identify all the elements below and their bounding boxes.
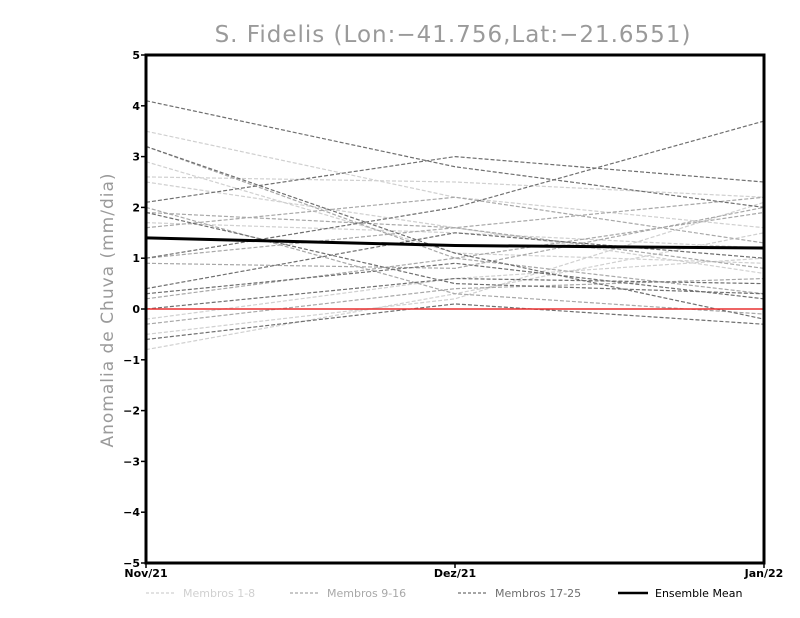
member-line-g2-5 bbox=[145, 206, 765, 315]
legend-label: Ensemble Mean bbox=[655, 587, 742, 600]
x-tick-label: Dez/21 bbox=[434, 567, 476, 580]
member-line-g2-6 bbox=[145, 227, 765, 269]
y-tick-label: −4 bbox=[123, 506, 140, 519]
y-tick-label: −3 bbox=[123, 455, 140, 468]
y-tick-label: 2 bbox=[132, 201, 140, 214]
legend: Membros 1-8 Membros 9-16 Membros 17-25 Ense… bbox=[146, 587, 742, 600]
member-line-g2-1 bbox=[145, 145, 765, 295]
y-tick-label: 3 bbox=[132, 151, 140, 164]
y-tick-label: 4 bbox=[132, 100, 140, 113]
member-line-g3-4 bbox=[145, 145, 765, 320]
ensemble-mean-line bbox=[145, 236, 765, 250]
legend-entry: Membros 17-25 bbox=[458, 587, 581, 600]
ensemble-mean-layer bbox=[145, 236, 765, 250]
legend-label: Membros 9-16 bbox=[327, 587, 406, 600]
member-line-g3-1 bbox=[145, 100, 765, 208]
y-tick-label: 5 bbox=[132, 49, 140, 62]
member-line-g2-7 bbox=[145, 277, 765, 325]
member-line-g1-2 bbox=[145, 176, 765, 198]
y-axis-label: Anomalia de Chuva (mm/dia) bbox=[98, 172, 118, 447]
member-line-g1-8 bbox=[145, 257, 765, 320]
legend-entry: Membros 9-16 bbox=[290, 587, 406, 600]
legend-entry: Membros 1-8 bbox=[146, 587, 255, 600]
member-line-g3-7 bbox=[145, 262, 765, 300]
member-line-g2-4 bbox=[145, 211, 765, 300]
member-line-g3-5 bbox=[145, 232, 765, 290]
y-tick-label: 0 bbox=[132, 303, 140, 316]
legend-label: Membros 1-8 bbox=[183, 587, 255, 600]
y-tick-label: 1 bbox=[132, 252, 140, 265]
member-line-g1-1 bbox=[145, 130, 765, 229]
member-line-g2-8 bbox=[145, 196, 765, 229]
y-tick-label: −2 bbox=[123, 405, 140, 418]
legend-entry: Ensemble Mean bbox=[618, 587, 742, 600]
member-line-g2-2 bbox=[145, 196, 765, 244]
series-layer bbox=[145, 100, 765, 351]
x-tick-label: Nov/21 bbox=[124, 567, 167, 580]
y-tick-label: −5 bbox=[123, 557, 140, 570]
member-line-g3-2 bbox=[145, 155, 765, 203]
member-line-g3-9 bbox=[145, 277, 765, 310]
legend-label: Membros 17-25 bbox=[495, 587, 581, 600]
x-tick-label: Jan/22 bbox=[744, 567, 784, 580]
member-line-g3-8 bbox=[145, 303, 765, 341]
chart-title: S. Fidelis (Lon:−41.756,Lat:−21.6551) bbox=[215, 22, 692, 48]
member-line-g1-7 bbox=[145, 161, 765, 264]
y-tick-label: −1 bbox=[123, 354, 140, 367]
member-line-g1-6 bbox=[145, 201, 765, 335]
member-line-g3-6 bbox=[145, 211, 765, 295]
